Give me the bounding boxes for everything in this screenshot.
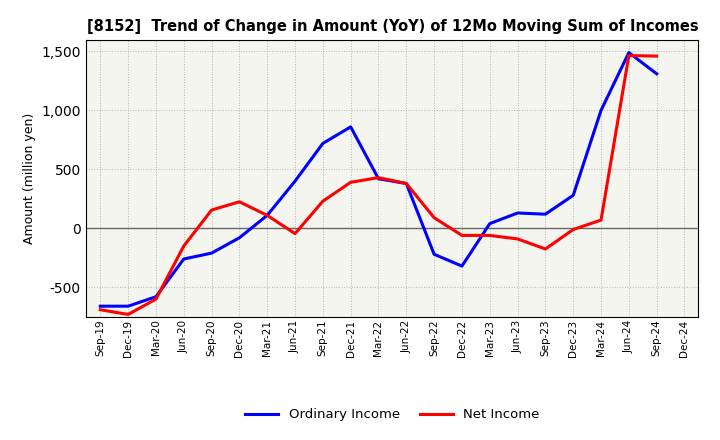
Net Income xyxy=(318,198,327,204)
Net Income xyxy=(346,180,355,185)
Line: Ordinary Income: Ordinary Income xyxy=(100,52,657,306)
Net Income xyxy=(402,181,410,186)
Title: [8152]  Trend of Change in Amount (YoY) of 12Mo Moving Sum of Incomes: [8152] Trend of Change in Amount (YoY) o… xyxy=(86,19,698,34)
Ordinary Income xyxy=(207,250,216,256)
Ordinary Income xyxy=(263,213,271,218)
Net Income xyxy=(652,54,661,59)
Ordinary Income xyxy=(624,50,633,55)
Net Income xyxy=(207,207,216,213)
Net Income xyxy=(124,312,132,317)
Net Income xyxy=(291,231,300,236)
Line: Net Income: Net Income xyxy=(100,55,657,315)
Net Income xyxy=(374,175,383,180)
Ordinary Income xyxy=(541,212,550,217)
Ordinary Income xyxy=(152,294,161,299)
Net Income xyxy=(597,217,606,223)
Net Income xyxy=(513,236,522,242)
Net Income xyxy=(485,233,494,238)
Ordinary Income xyxy=(124,304,132,309)
Net Income xyxy=(624,53,633,58)
Net Income xyxy=(235,199,243,205)
Ordinary Income xyxy=(346,124,355,129)
Net Income xyxy=(569,227,577,232)
Ordinary Income xyxy=(374,176,383,181)
Ordinary Income xyxy=(179,257,188,262)
Ordinary Income xyxy=(96,304,104,309)
Net Income xyxy=(179,243,188,249)
Net Income xyxy=(458,233,467,238)
Ordinary Income xyxy=(402,181,410,186)
Net Income xyxy=(541,246,550,252)
Net Income xyxy=(96,307,104,312)
Ordinary Income xyxy=(597,108,606,113)
Net Income xyxy=(263,213,271,218)
Ordinary Income xyxy=(235,235,243,240)
Ordinary Income xyxy=(513,210,522,216)
Y-axis label: Amount (million yen): Amount (million yen) xyxy=(23,113,36,244)
Ordinary Income xyxy=(569,193,577,198)
Net Income xyxy=(430,215,438,220)
Ordinary Income xyxy=(430,252,438,257)
Legend: Ordinary Income, Net Income: Ordinary Income, Net Income xyxy=(240,403,545,427)
Ordinary Income xyxy=(652,71,661,77)
Ordinary Income xyxy=(458,264,467,269)
Ordinary Income xyxy=(485,221,494,226)
Ordinary Income xyxy=(291,179,300,184)
Ordinary Income xyxy=(318,141,327,146)
Net Income xyxy=(152,297,161,302)
